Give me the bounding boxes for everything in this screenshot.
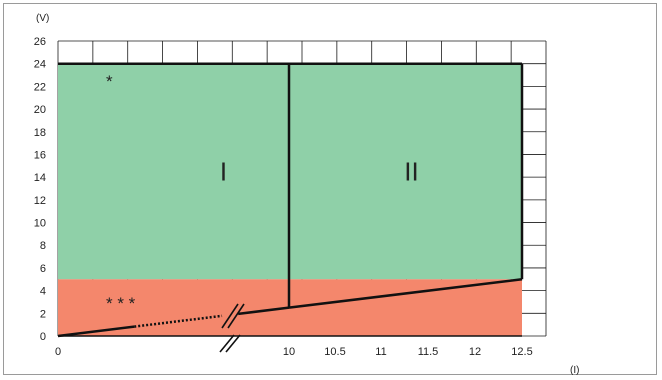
y-tick-label: 4 [40,286,46,298]
y-tick-label: 24 [34,59,46,71]
line-break-mark [227,303,245,329]
boundary-solid-1 [57,325,135,338]
triple-star-mark: * * * [106,294,136,313]
y-tick-label: 8 [40,240,46,252]
x-tick-label: 12 [469,346,481,358]
x-tick-label: 12.5 [511,346,532,358]
y-tick-label: 12 [34,195,46,207]
y-tick-label: 20 [34,104,46,116]
x-unit-label: (I) [570,365,579,376]
x-tick-label: 11 [375,346,386,358]
boundary-dotted [134,314,223,328]
axis-break-mark [219,334,235,353]
region-1 [58,63,289,280]
y-tick-label: 22 [34,81,46,93]
x-tick-label: 11.5 [418,346,439,358]
region-2 [289,63,522,280]
boundary-solid-2 [238,306,290,316]
y-tick-label: 6 [40,263,46,275]
line-break-mark [221,303,239,329]
x-tick-label: 10 [283,346,295,358]
y-unit-label: (V) [36,13,49,24]
y-tick-label: 0 [40,331,46,343]
zone-label-i: I [220,156,227,186]
y-tick-label: 2 [40,308,46,320]
y-tick-label: 18 [34,127,46,139]
y-tick-label: 16 [34,149,46,161]
x-tick-label: 10.5 [324,346,345,358]
boundary-solid-3 [288,278,523,309]
axis-break-mark [225,334,241,353]
boundary-lines [57,62,524,353]
y-tick-label: 10 [34,218,46,230]
zone-label-ii: II [404,156,418,186]
y-tick-label: 14 [34,172,46,184]
single-star-mark: * [106,72,113,91]
x-tick-label: 0 [55,346,61,358]
y-tick-label: 26 [34,36,46,48]
